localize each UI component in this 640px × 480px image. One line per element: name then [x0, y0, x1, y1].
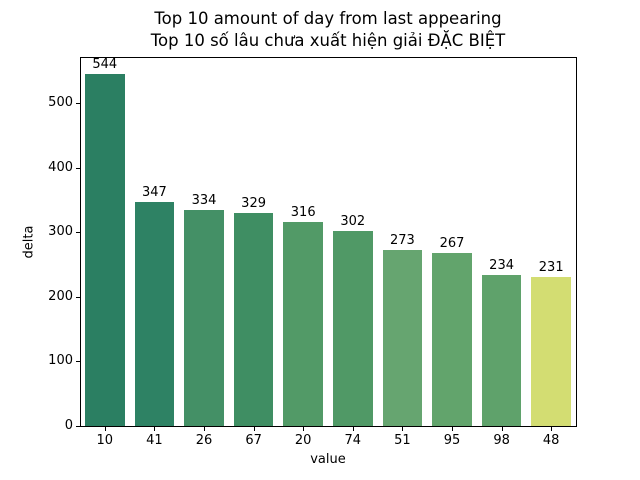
x-tick-mark [353, 427, 354, 431]
bar [134, 201, 175, 426]
chart-title: Top 10 amount of day from last appearing… [151, 8, 505, 52]
y-tick-mark [76, 103, 80, 104]
chart-title-line2: Top 10 số lâu chưa xuất hiện giải ĐẶC BI… [150, 31, 506, 50]
x-tick-mark [254, 427, 255, 431]
x-tick-label: 95 [443, 433, 461, 448]
bar [233, 213, 274, 426]
bar [332, 230, 373, 426]
x-tick-mark [105, 427, 106, 431]
x-tick-label: 74 [344, 433, 362, 448]
bar-value-label: 234 [489, 257, 515, 273]
bar-value-label: 347 [141, 184, 167, 200]
y-tick-label: 400 [48, 159, 73, 175]
bar-value-label: 329 [241, 196, 267, 212]
x-tick-mark [551, 427, 552, 431]
x-tick-label: 98 [493, 433, 510, 448]
x-tick-mark [154, 427, 155, 431]
bar-value-label: 267 [439, 236, 465, 252]
x-tick-mark [402, 427, 403, 431]
bar [382, 249, 423, 426]
x-axis-label: value [310, 452, 346, 467]
x-tick-label: 41 [146, 433, 163, 448]
x-tick-label: 48 [542, 433, 560, 448]
y-tick-mark [76, 426, 80, 427]
y-tick-label: 500 [48, 94, 73, 110]
x-tick-label: 67 [245, 433, 262, 448]
x-tick-mark [303, 427, 304, 431]
bar [84, 74, 125, 426]
y-tick-mark [76, 361, 80, 362]
y-tick-mark [76, 297, 80, 298]
y-axis-label: delta [21, 225, 37, 259]
bar-value-label: 316 [290, 204, 316, 220]
x-tick-mark [452, 427, 453, 431]
y-tick-label: 100 [48, 353, 73, 369]
x-tick-label: 51 [394, 433, 411, 448]
bar-value-label: 273 [389, 232, 415, 248]
x-tick-label: 10 [96, 433, 114, 448]
bar [531, 276, 572, 426]
x-tick-mark [204, 427, 205, 431]
x-tick-mark [502, 427, 503, 431]
x-tick-label: 26 [195, 433, 213, 448]
y-tick-mark [76, 232, 80, 233]
x-tick-label: 20 [294, 433, 312, 448]
bar-value-label: 231 [538, 259, 564, 275]
bar-value-label: 302 [340, 213, 366, 229]
y-tick-label: 200 [48, 288, 73, 304]
bar-value-label: 334 [191, 193, 217, 209]
bar [184, 210, 224, 426]
y-tick-mark [76, 168, 80, 169]
y-tick-label: 300 [48, 224, 73, 240]
bar [432, 253, 472, 426]
bar-value-label: 544 [92, 57, 118, 73]
chart-title-line1: Top 10 amount of day from last appearing [154, 9, 502, 28]
bar [481, 274, 522, 426]
y-tick-label: 0 [64, 418, 73, 433]
bar [283, 221, 324, 426]
